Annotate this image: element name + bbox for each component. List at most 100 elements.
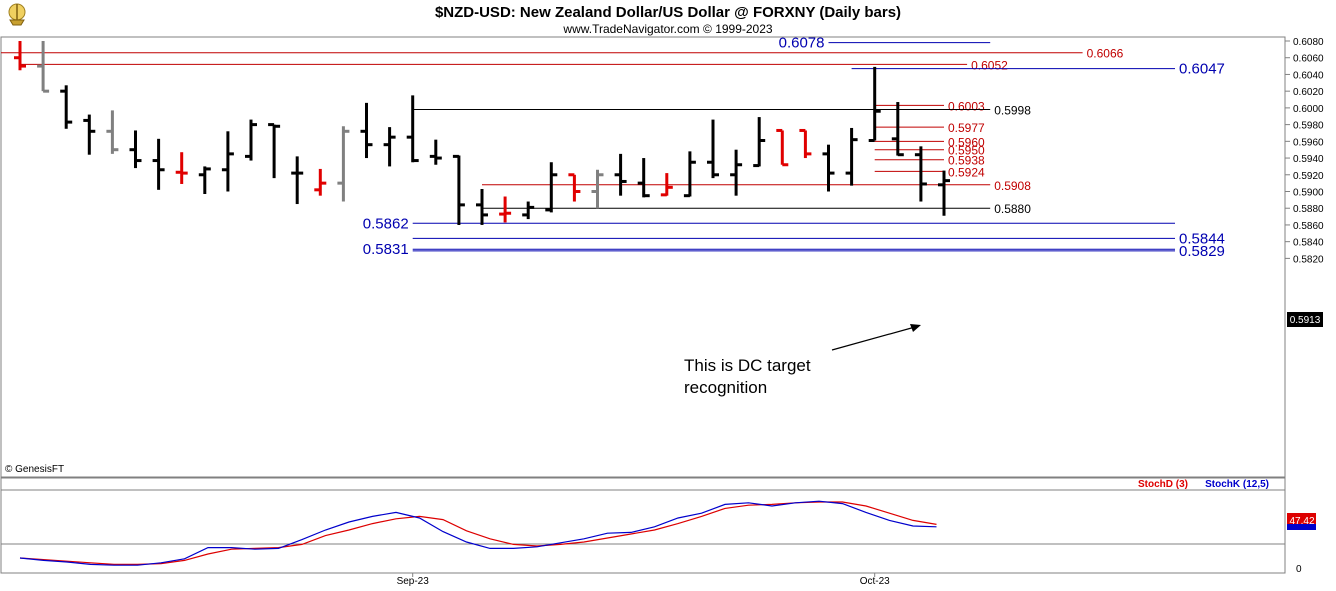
ohlc-bar	[660, 173, 673, 197]
ohlc-bar	[614, 153, 627, 196]
level-label: 0.5950	[948, 144, 985, 158]
ohlc-bar	[60, 85, 73, 129]
ohlc-bar	[683, 151, 696, 198]
ohlc-bar	[175, 152, 188, 184]
stoch-value-label: 47.42	[1289, 516, 1314, 527]
last-price-label: 0.5913	[1290, 315, 1321, 326]
ohlc-bar	[291, 156, 304, 205]
stochd-line	[19, 501, 937, 566]
level-label: 0.6047	[1179, 61, 1225, 78]
stochk-legend: StochK (12,5)	[1205, 479, 1269, 490]
level-label: 0.5862	[363, 215, 409, 232]
last-price-badge	[1287, 312, 1323, 327]
ohlc-bar	[245, 119, 257, 161]
level-label: 0.5924	[948, 165, 985, 179]
level-label: 0.5938	[948, 154, 985, 168]
level-label: 0.5960	[948, 135, 985, 149]
chart-title: $NZD-USD: New Zealand Dollar/US Dollar @…	[435, 4, 901, 21]
stoch-k-badge	[1287, 524, 1316, 530]
price-axis: 0.5820 0.5840 0.5860 0.5880 0.5900 0.5920 0.59…	[1285, 37, 1324, 265]
ohlc-bar	[476, 188, 488, 225]
y-tick-label: 0.5960	[1293, 137, 1324, 148]
level-label: 0.5977	[948, 121, 985, 135]
y-tick-label: 0.6080	[1293, 37, 1324, 48]
level-label: 0.5908	[994, 179, 1031, 193]
level-label: 0.6078	[779, 35, 825, 52]
y-tick-label: 0.5840	[1293, 238, 1324, 249]
x-tick-label: Oct-23	[860, 576, 890, 587]
ohlc-bar	[868, 66, 881, 142]
ohlc-bar	[429, 139, 442, 165]
ohlc-bar	[568, 173, 581, 202]
time-axis: Sep-23 Oct-23	[397, 573, 890, 587]
ohlc-bar	[545, 162, 558, 213]
x-tick-label: Sep-23	[397, 576, 430, 587]
ohlc-bar	[152, 138, 165, 190]
ohlc-bar	[891, 102, 904, 157]
ohlc-bar	[198, 166, 211, 195]
annotation-line-2: recognition	[684, 378, 767, 397]
level-label: 0.5998	[994, 104, 1031, 118]
y-tick-label: 0.5940	[1293, 154, 1324, 165]
y-tick-label: 0.5860	[1293, 221, 1324, 232]
ohlc-bar	[707, 119, 719, 179]
level-label: 0.6052	[971, 58, 1008, 72]
ohlc-bar	[799, 128, 812, 159]
y-tick-label: 0.6020	[1293, 87, 1324, 98]
ohlc-bar	[383, 127, 396, 167]
ohlc-bar	[822, 144, 835, 192]
y-tick-label: 0.6060	[1293, 54, 1324, 65]
level-label: 0.6066	[1087, 47, 1124, 61]
ohlc-bar	[591, 169, 604, 209]
ohlc-bar	[314, 168, 327, 196]
stoch-axis-zero: 0	[1296, 564, 1302, 575]
ohlc-bar	[129, 130, 142, 169]
ohlc-bar	[106, 110, 119, 154]
y-tick-label: 0.6000	[1293, 104, 1324, 115]
level-label: 0.5844	[1179, 230, 1225, 247]
level-label: 0.6003	[948, 99, 985, 113]
ohlc-bar	[730, 149, 743, 196]
ohlc-bar	[914, 146, 927, 202]
y-tick-label: 0.5900	[1293, 187, 1324, 198]
level-lines: 0.6078 0.6066 0.6052 0.6047 0.6003 0.5998 0.59…	[1, 35, 1225, 260]
stoch-panel	[0, 477, 1286, 574]
ohlc-bar	[360, 102, 373, 159]
annotation-arrowhead	[910, 324, 921, 332]
level-label: 0.5831	[363, 241, 409, 258]
watermark-text: © GenesisFT	[5, 464, 64, 475]
y-tick-label: 0.5980	[1293, 121, 1324, 132]
ohlc-bar	[753, 117, 766, 168]
y-tick-label: 0.5920	[1293, 171, 1324, 182]
ohlc-bar	[337, 126, 350, 202]
ohlc-bar	[522, 201, 535, 220]
level-label: 0.5829	[1179, 243, 1225, 260]
ohlc-bar	[637, 158, 650, 198]
ship-logo-icon	[8, 3, 26, 26]
annotation-arrow	[831, 326, 916, 351]
ohlc-bar	[221, 131, 234, 192]
annotation-line-1: This is DC target	[684, 356, 811, 375]
y-tick-label: 0.5880	[1293, 204, 1324, 215]
ohlc-bar	[845, 127, 858, 186]
level-label: 0.5880	[994, 202, 1031, 216]
ohlc-bar	[776, 128, 789, 167]
ohlc-bar	[83, 114, 96, 155]
chart-subtitle: www.TradeNavigator.com © 1999-2023	[562, 22, 772, 36]
ohlc-bar	[938, 170, 950, 216]
ohlc-bar	[406, 95, 419, 163]
ohlc-bar	[452, 154, 465, 225]
ohlc-bar	[14, 41, 26, 71]
stochd-legend: StochD (3)	[1138, 479, 1188, 490]
stochk-line	[19, 500, 937, 566]
price-bars	[14, 41, 950, 225]
stoch-lines	[19, 500, 937, 566]
price-panel	[0, 36, 1286, 478]
y-tick-label: 0.6040	[1293, 70, 1324, 81]
y-tick-label: 0.5820	[1293, 254, 1324, 265]
ohlc-bar	[499, 196, 512, 223]
ohlc-bar	[268, 123, 281, 179]
ohlc-bar	[37, 41, 50, 93]
